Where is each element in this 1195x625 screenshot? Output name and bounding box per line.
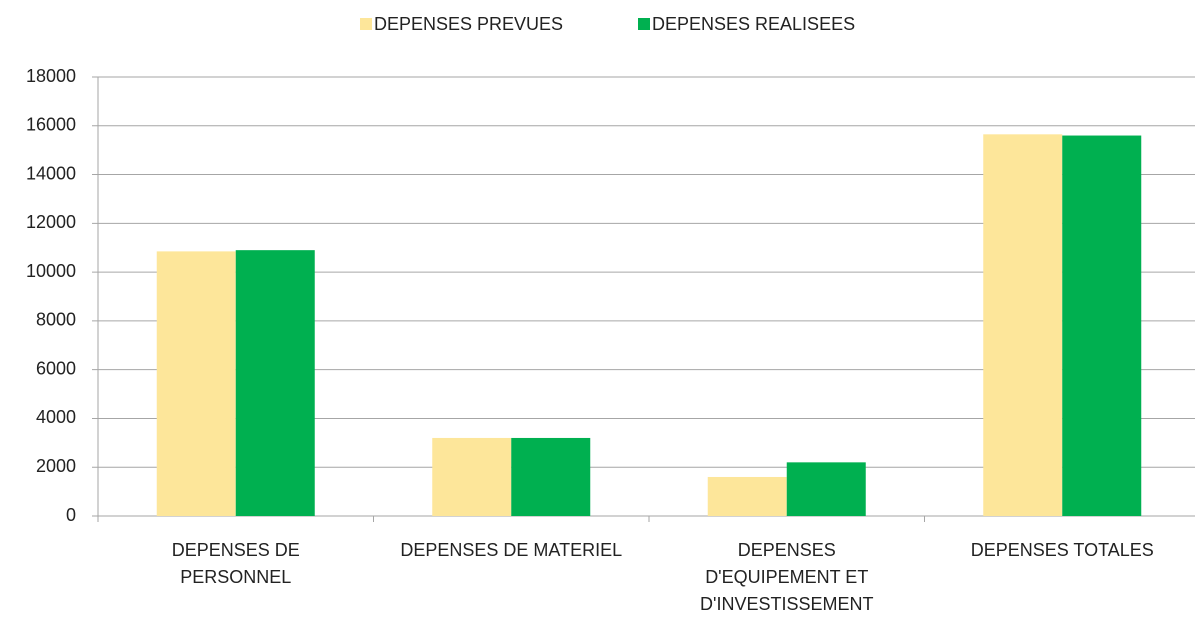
bar [707, 476, 787, 516]
bar [511, 437, 591, 516]
y-tick-label: 14000 [26, 163, 76, 183]
y-tick-label: 16000 [26, 115, 76, 135]
bar [156, 251, 236, 516]
y-tick-label: 2000 [36, 456, 76, 476]
y-tick-label: 0 [66, 505, 76, 525]
legend-label: DEPENSES REALISEES [652, 14, 855, 34]
legend-swatch [360, 18, 372, 30]
x-tick-label: DEPENSES DE MATERIEL [400, 540, 623, 560]
y-tick-label: 12000 [26, 212, 76, 232]
bar [235, 250, 315, 516]
y-tick-label: 18000 [26, 66, 76, 86]
legend-swatch [638, 18, 650, 30]
x-tick-label: DEPENSES TOTALES [970, 540, 1154, 560]
y-tick-label: 8000 [36, 310, 76, 330]
bar [432, 437, 512, 516]
bar [1062, 135, 1142, 517]
x-tick-label: DEPENSES D'EQUIPEMENT ET D'INVESTISSEMEN… [700, 540, 874, 614]
y-tick-label: 10000 [26, 261, 76, 281]
bar [786, 462, 866, 516]
x-tick-label: DEPENSES DE PERSONNEL [171, 540, 300, 587]
legend-label: DEPENSES PREVUES [374, 14, 563, 34]
bar [983, 134, 1063, 516]
y-tick-label: 4000 [36, 407, 76, 427]
y-tick-label: 6000 [36, 358, 76, 378]
